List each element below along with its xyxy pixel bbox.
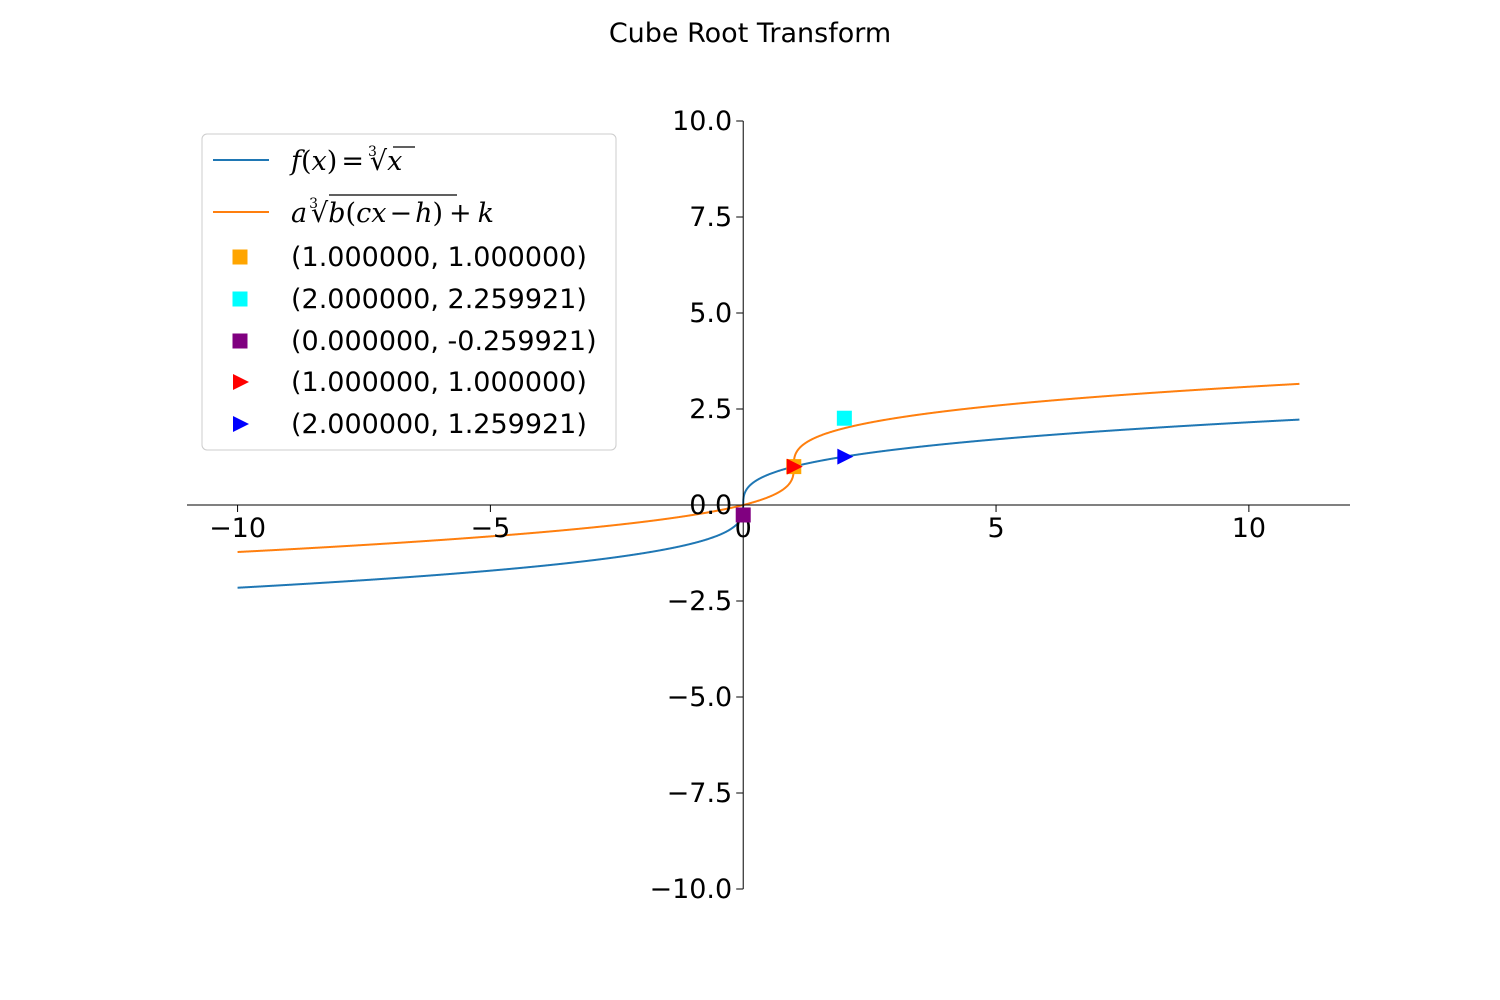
legend-label-4: (2.000000, 2.259921) [291,284,587,315]
legend-box [201,133,617,451]
series-line-1 [237,418,1300,589]
legend-marker-5 [232,333,248,349]
legend-marker-3 [232,249,248,265]
y-tick-label: 7.5 [689,202,732,233]
y-tick-label: 0.0 [689,490,732,521]
legend-label-6: (1.000000, 1.000000) [291,367,587,398]
y-tick-label: −10.0 [649,874,732,905]
data-point-2 [836,410,852,426]
y-tick-label: 5.0 [689,298,732,329]
legend-label-3: (1.000000, 1.000000) [291,242,587,273]
legend-marker-4 [232,291,248,307]
x-tick-label: 10 [1232,513,1266,544]
chart-title: Cube Root Transform [609,18,891,49]
x-tick-label: −10 [209,513,266,544]
data-point-3 [735,507,751,523]
legend-label-5: (0.000000, -0.259921) [291,326,597,357]
legend-entries: f(x) = 3√x a 3√b(cx − h) + k (1.000000, 1.000000)… [213,144,597,440]
y-tick-label: −2.5 [667,586,733,617]
y-tick-label: −5.0 [667,682,733,713]
legend-label-1: f(x) = 3√x [289,144,402,177]
series-line-2 [237,382,1300,553]
plot-curves [237,382,1300,589]
legend-marker-6 [233,374,249,390]
legend-marker-7 [233,416,249,432]
y-tick-label: 10.0 [672,106,732,137]
x-tick-label: 5 [987,513,1004,544]
legend-label-7: (2.000000, 1.259921) [291,409,587,440]
x-tick-label: −5 [470,513,510,544]
y-tick-label: −7.5 [667,778,733,809]
data-point-5 [837,448,854,465]
legend: f(x) = 3√x a 3√b(cx − h) + k (1.000000, 1.000000)… [201,133,617,451]
legend-label-2: a 3√b(cx − h) + k [291,196,494,229]
data-point-4 [786,458,803,475]
y-tick-label: 2.5 [689,394,732,425]
data-point-markers [735,410,854,523]
